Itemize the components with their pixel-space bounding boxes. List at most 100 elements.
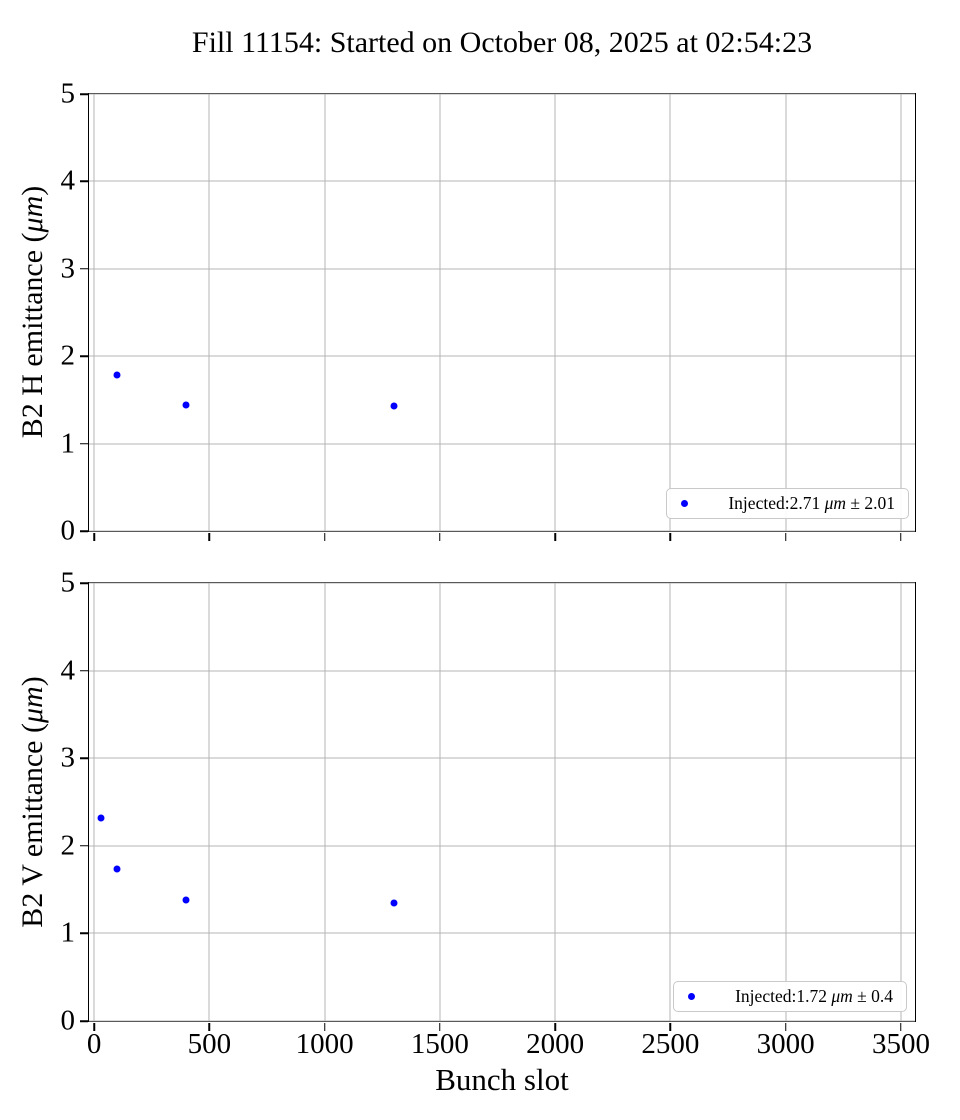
gridline-vertical	[439, 583, 441, 1021]
gridline-horizontal	[89, 670, 915, 672]
data-point	[390, 899, 398, 907]
x-tick-mark	[439, 1022, 441, 1031]
gridline-vertical	[900, 94, 902, 531]
y-tick-mark	[79, 845, 88, 847]
y-tick-label: 1	[60, 427, 76, 460]
gridline-vertical	[785, 94, 787, 531]
gridline-horizontal	[89, 845, 915, 847]
y-axis-label-b2v: B2 V emittance (μm)	[16, 676, 50, 927]
y-tick-label: 2	[60, 829, 76, 862]
x-tick-label: 500	[187, 1028, 232, 1060]
gridline-horizontal	[89, 1020, 915, 1022]
x-tick-mark	[900, 1022, 902, 1031]
legend-b2v: Injected:1.72 μm ± 0.4	[673, 981, 907, 1012]
y-tick-mark	[79, 93, 88, 95]
y-tick-mark	[79, 757, 88, 759]
y-tick-label: 3	[60, 252, 76, 285]
legend-label-prefix: Injected:1.72	[735, 986, 832, 1006]
x-tick-label: 3000	[756, 1028, 815, 1060]
y-axis-label-unit: μm	[16, 195, 49, 233]
gridline-vertical	[93, 94, 95, 531]
x-tick-mark	[784, 1022, 787, 1031]
gridline-vertical	[208, 94, 210, 531]
x-tick-mark	[900, 532, 902, 541]
gridline-vertical	[324, 94, 326, 531]
y-tick-mark	[79, 669, 88, 672]
x-axis-label: Bunch slot	[435, 1062, 569, 1097]
y-tick-mark	[79, 180, 88, 183]
x-tick-label: 1500	[410, 1028, 469, 1060]
x-tick-mark	[323, 532, 326, 541]
x-tick-mark	[784, 532, 787, 541]
data-point	[113, 371, 121, 379]
gridline-horizontal	[89, 355, 915, 357]
y-tick-label: 3	[60, 741, 76, 774]
data-point	[97, 814, 105, 822]
x-tick-mark	[208, 532, 211, 541]
x-tick-mark	[323, 1022, 326, 1031]
gridline-vertical	[324, 583, 326, 1021]
legend-label-suffix: ± 2.01	[846, 493, 895, 513]
figure-title: Fill 11154: Started on October 08, 2025 …	[191, 26, 813, 59]
x-tick-label: 2500	[641, 1028, 700, 1060]
gridline-vertical	[785, 583, 787, 1021]
x-tick-mark	[93, 532, 95, 541]
y-axis-label-b2h: B2 H emittance (μm)	[16, 186, 50, 439]
y-tick-label: 4	[60, 164, 76, 197]
gridline-vertical	[669, 94, 671, 531]
plot-b2h-emittance: Injected:2.71 μm ± 2.01 0 1 2 3 4 5	[61, 79, 916, 545]
x-tick-mark	[554, 1022, 556, 1031]
data-point	[182, 401, 190, 409]
legend-label: Injected:2.71 μm ± 2.01	[728, 493, 895, 514]
gridline-horizontal	[89, 180, 915, 182]
x-tick-label: 3500	[871, 1028, 930, 1060]
legend-label-unit: μm	[831, 986, 853, 1006]
gridline-horizontal	[89, 530, 915, 532]
y-tick-label: 5	[60, 566, 76, 599]
legend-b2h: Injected:2.71 μm ± 2.01	[666, 488, 909, 519]
y-axis-label-text: B2 H emittance (	[16, 232, 49, 439]
y-axis-label-close: )	[16, 185, 49, 196]
gridline-vertical	[554, 583, 556, 1021]
y-tick-mark	[79, 442, 88, 445]
y-tick-mark	[79, 1020, 88, 1022]
x-tick-label: 2000	[526, 1028, 585, 1060]
gridline-horizontal	[89, 582, 915, 584]
gridline-vertical	[93, 583, 95, 1021]
y-axis-label-close: )	[16, 676, 49, 687]
y-tick-label: 4	[60, 654, 76, 687]
gridline-horizontal	[89, 443, 915, 445]
gridline-vertical	[208, 583, 210, 1021]
y-tick-mark	[79, 355, 88, 357]
data-point	[390, 402, 398, 410]
x-tick-mark	[669, 1022, 672, 1031]
gridline-vertical	[900, 583, 902, 1021]
gridline-vertical	[439, 94, 441, 531]
x-tick-mark	[669, 532, 672, 541]
y-tick-label: 1	[60, 916, 76, 949]
gridline-horizontal	[89, 268, 915, 270]
legend-marker-icon	[688, 993, 696, 1000]
x-tick-mark	[93, 1022, 95, 1031]
y-tick-label: 2	[60, 339, 76, 372]
data-point	[113, 865, 121, 873]
legend-label: Injected:1.72 μm ± 0.4	[735, 986, 893, 1007]
y-tick-mark	[79, 268, 88, 270]
gridline-horizontal	[89, 757, 915, 759]
x-tick-mark	[554, 532, 556, 541]
plot-b2v-emittance: Injected:1.72 μm ± 0.4 0 500 1000 1500 2000 2…	[61, 568, 930, 1059]
gridline-vertical	[669, 583, 671, 1021]
y-tick-label: 0	[60, 1004, 76, 1037]
y-tick-label: 0	[60, 514, 76, 547]
gridline-horizontal	[89, 932, 915, 934]
y-tick-mark	[79, 932, 88, 935]
legend-label-unit: μm	[824, 493, 847, 513]
x-tick-mark	[439, 532, 441, 541]
gridline-vertical	[554, 94, 556, 531]
data-point	[182, 896, 190, 904]
legend-label-prefix: Injected:2.71	[728, 493, 825, 513]
x-tick-label: 0	[86, 1028, 102, 1060]
y-tick-mark	[79, 530, 88, 532]
y-tick-mark	[79, 582, 88, 584]
